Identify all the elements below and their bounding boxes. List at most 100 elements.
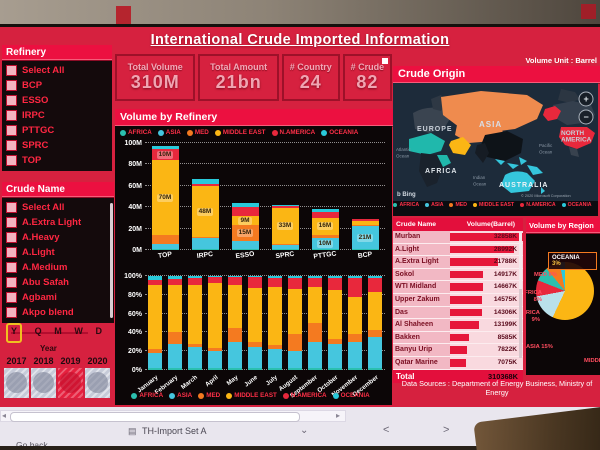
table-row-das[interactable]: Das 14306K <box>393 306 523 320</box>
table-row-a-extra-light[interactable]: A.Extra Light 21788K <box>393 256 523 269</box>
legend-item-med[interactable]: MED <box>449 202 467 208</box>
segment-asia[interactable]: 10M <box>311 238 339 249</box>
legend-item-n-america[interactable]: N.AMERICA <box>520 202 556 208</box>
bar-january[interactable] <box>148 276 162 370</box>
refinery-item-pttgc[interactable]: PTTGC <box>4 123 112 138</box>
segment-med[interactable] <box>248 341 262 347</box>
checkbox-icon[interactable] <box>6 202 17 213</box>
bar-sprc[interactable]: 33M <box>271 143 299 250</box>
segment-med[interactable] <box>168 332 182 344</box>
segment-med[interactable] <box>271 243 299 245</box>
segment-middle-east[interactable] <box>228 285 242 328</box>
segment-africa[interactable] <box>271 248 299 250</box>
bar-november[interactable] <box>348 276 362 370</box>
segment-africa[interactable] <box>151 248 179 250</box>
segment-n-america[interactable] <box>308 277 322 288</box>
segment-asia[interactable] <box>191 238 219 249</box>
next-page-button[interactable]: > <box>443 424 450 436</box>
segment-oceania[interactable] <box>231 202 259 208</box>
segment-asia[interactable]: 21M <box>351 226 379 249</box>
region-pie-chart[interactable] <box>536 262 594 320</box>
bar-august[interactable] <box>288 276 302 370</box>
time-granularity-d[interactable]: D <box>95 326 102 336</box>
scroll-right-icon[interactable]: ▸ <box>336 411 341 420</box>
checkbox-icon[interactable] <box>6 110 17 121</box>
segment-n-america[interactable] <box>368 277 382 292</box>
segment-asia[interactable] <box>168 343 182 369</box>
world-map[interactable]: EUROPE ASIA AFRICA AUSTRALIA NORTH AMERIC… <box>393 83 598 201</box>
chevron-down-icon[interactable]: ⌄ <box>300 425 309 436</box>
segment-med[interactable] <box>368 329 382 338</box>
segment-n-america[interactable] <box>148 279 162 286</box>
table-row-sokol[interactable]: Sokol 14917K <box>393 268 523 282</box>
segment-n-america[interactable] <box>351 219 379 222</box>
segment-n-america[interactable] <box>328 277 342 291</box>
segment-n-america[interactable] <box>168 278 182 286</box>
segment-africa[interactable] <box>228 368 242 370</box>
refinery-item-sprc[interactable]: SPRC <box>4 138 112 153</box>
segment-middle-east[interactable] <box>168 285 182 333</box>
checkbox-icon[interactable] <box>6 65 17 76</box>
checkbox-icon[interactable] <box>6 155 17 166</box>
crude-item-a-heavy[interactable]: A.Heavy <box>4 230 114 245</box>
segment-asia[interactable] <box>288 351 302 369</box>
segment-oceania[interactable] <box>188 276 202 278</box>
bar-pttgc[interactable]: 10M 16M <box>311 143 339 250</box>
segment-africa[interactable] <box>191 248 219 250</box>
refinery-item-bcp[interactable]: BCP <box>4 78 112 93</box>
legend-item-oceania[interactable]: OCEANIA <box>561 202 592 208</box>
legend-item-middle-east[interactable]: MIDDLE EAST <box>214 129 266 136</box>
segment-asia[interactable] <box>208 351 222 369</box>
crude-item-a-extra-light[interactable]: A.Extra Light <box>4 215 114 230</box>
segment-oceania[interactable] <box>191 179 219 184</box>
segment-middle-east[interactable] <box>268 287 282 345</box>
legend-item-africa[interactable]: AFRICA <box>131 392 163 399</box>
checkbox-icon[interactable] <box>6 80 17 91</box>
refinery-item-esso[interactable]: ESSO <box>4 93 112 108</box>
table-row-a-light[interactable]: A.Light 28992K <box>393 243 523 257</box>
segment-med[interactable] <box>311 235 339 239</box>
year-tile-2020[interactable]: 2020 <box>85 356 110 398</box>
time-granularity-m[interactable]: M <box>54 326 62 336</box>
segment-asia[interactable] <box>151 243 179 249</box>
year-tile-2019[interactable]: 2019 <box>58 356 83 398</box>
table-row-qatar-marine[interactable]: Qatar Marine 7075K <box>393 356 523 370</box>
refinery-item-irpc[interactable]: IRPC <box>4 108 112 123</box>
segment-oceania[interactable] <box>311 209 339 212</box>
time-granularity-w[interactable]: W <box>74 326 83 336</box>
segment-asia[interactable] <box>148 353 162 369</box>
segment-middle-east[interactable] <box>348 296 362 335</box>
segment-med[interactable] <box>348 334 362 342</box>
crude-filter-scrollbar[interactable] <box>110 203 113 318</box>
segment-asia[interactable] <box>328 343 342 369</box>
segment-n-america[interactable] <box>268 277 282 288</box>
segment-n-america[interactable] <box>188 277 202 286</box>
table-row-wti-midland[interactable]: WTI Midland 14667K <box>393 281 523 294</box>
segment-africa[interactable] <box>188 368 202 370</box>
segment-africa[interactable] <box>248 368 262 370</box>
segment-med[interactable] <box>228 327 242 342</box>
segment-oceania[interactable] <box>368 276 382 278</box>
map-zoom-out-button[interactable]: − <box>578 109 594 125</box>
legend-item-middle-east[interactable]: MIDDLE EAST <box>226 392 277 399</box>
bar-june[interactable] <box>248 276 262 370</box>
table-scrollbar-thumb[interactable] <box>519 232 522 289</box>
time-granularity-y[interactable]: Y <box>6 323 23 343</box>
segment-middle-east[interactable] <box>288 289 302 335</box>
scroll-left-icon[interactable]: ◂ <box>2 411 7 420</box>
segment-africa[interactable] <box>208 368 222 370</box>
bar-esso[interactable]: 15M 9M <box>231 143 259 250</box>
segment-n-america[interactable] <box>288 277 302 290</box>
segment-middle-east[interactable] <box>248 288 262 342</box>
segment-oceania[interactable] <box>148 276 162 280</box>
segment-med[interactable] <box>351 225 379 227</box>
bar-march[interactable] <box>188 276 202 370</box>
segment-middle-east[interactable] <box>188 285 202 344</box>
segment-n-america[interactable] <box>231 207 259 216</box>
bar-july[interactable] <box>268 276 282 370</box>
segment-n-america[interactable] <box>271 206 299 209</box>
table-row-bakken[interactable]: Bakken 8585K <box>393 331 523 345</box>
bar-february[interactable] <box>168 276 182 370</box>
segment-oceania[interactable] <box>271 205 299 207</box>
segment-africa[interactable] <box>168 368 182 370</box>
